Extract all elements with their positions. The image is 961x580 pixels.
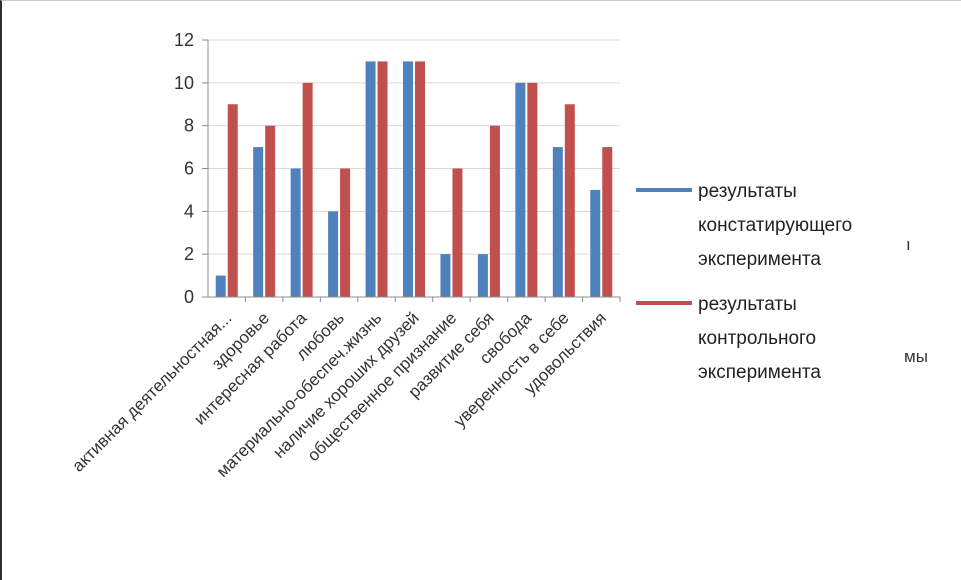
bar <box>415 61 425 297</box>
legend-label: эксперимента <box>698 249 821 270</box>
y-tick-label: 4 <box>184 201 194 221</box>
bar <box>515 82 526 297</box>
bar <box>590 189 601 297</box>
axes <box>202 39 621 302</box>
gridlines <box>208 39 620 255</box>
y-tick-labels: 0 2 4 6 8 10 12 <box>174 30 194 307</box>
bars <box>215 61 613 298</box>
bar <box>302 82 313 297</box>
y-tick-label: 0 <box>184 287 194 307</box>
bar <box>377 61 388 297</box>
legend-label: контрольного <box>698 328 816 349</box>
bar <box>290 168 301 297</box>
legend: результаты констатирующего эксперимента рез… <box>636 181 852 383</box>
stray-text-bottom: мы <box>904 347 928 366</box>
y-tick-label: 2 <box>184 244 194 264</box>
x-tick-label: активная деятельностная... <box>68 308 235 475</box>
bar <box>227 104 238 297</box>
y-tick-label: 8 <box>184 116 194 136</box>
bar <box>452 168 463 297</box>
bar <box>602 147 613 297</box>
legend-label: констатирующего <box>698 215 852 236</box>
bar <box>564 104 575 297</box>
legend-label: эксперимента <box>698 362 821 383</box>
bar <box>328 211 339 297</box>
bar <box>265 125 276 298</box>
bar <box>365 61 376 297</box>
bar <box>489 125 500 298</box>
bar <box>440 254 451 297</box>
x-tick-labels: активная деятельностная...здоровьеинтере… <box>68 308 610 481</box>
bar <box>215 275 226 297</box>
stray-text-top: ı <box>906 235 911 254</box>
bar <box>340 168 351 297</box>
bar <box>552 147 563 297</box>
legend-label: результаты <box>698 181 797 202</box>
bar <box>403 61 413 297</box>
y-tick-label: 12 <box>174 30 194 50</box>
bar <box>253 147 264 297</box>
bar <box>477 254 488 297</box>
bar <box>527 82 538 297</box>
y-tick-label: 10 <box>174 73 194 93</box>
y-tick-label: 6 <box>184 159 194 179</box>
legend-label: результаты <box>698 294 797 315</box>
